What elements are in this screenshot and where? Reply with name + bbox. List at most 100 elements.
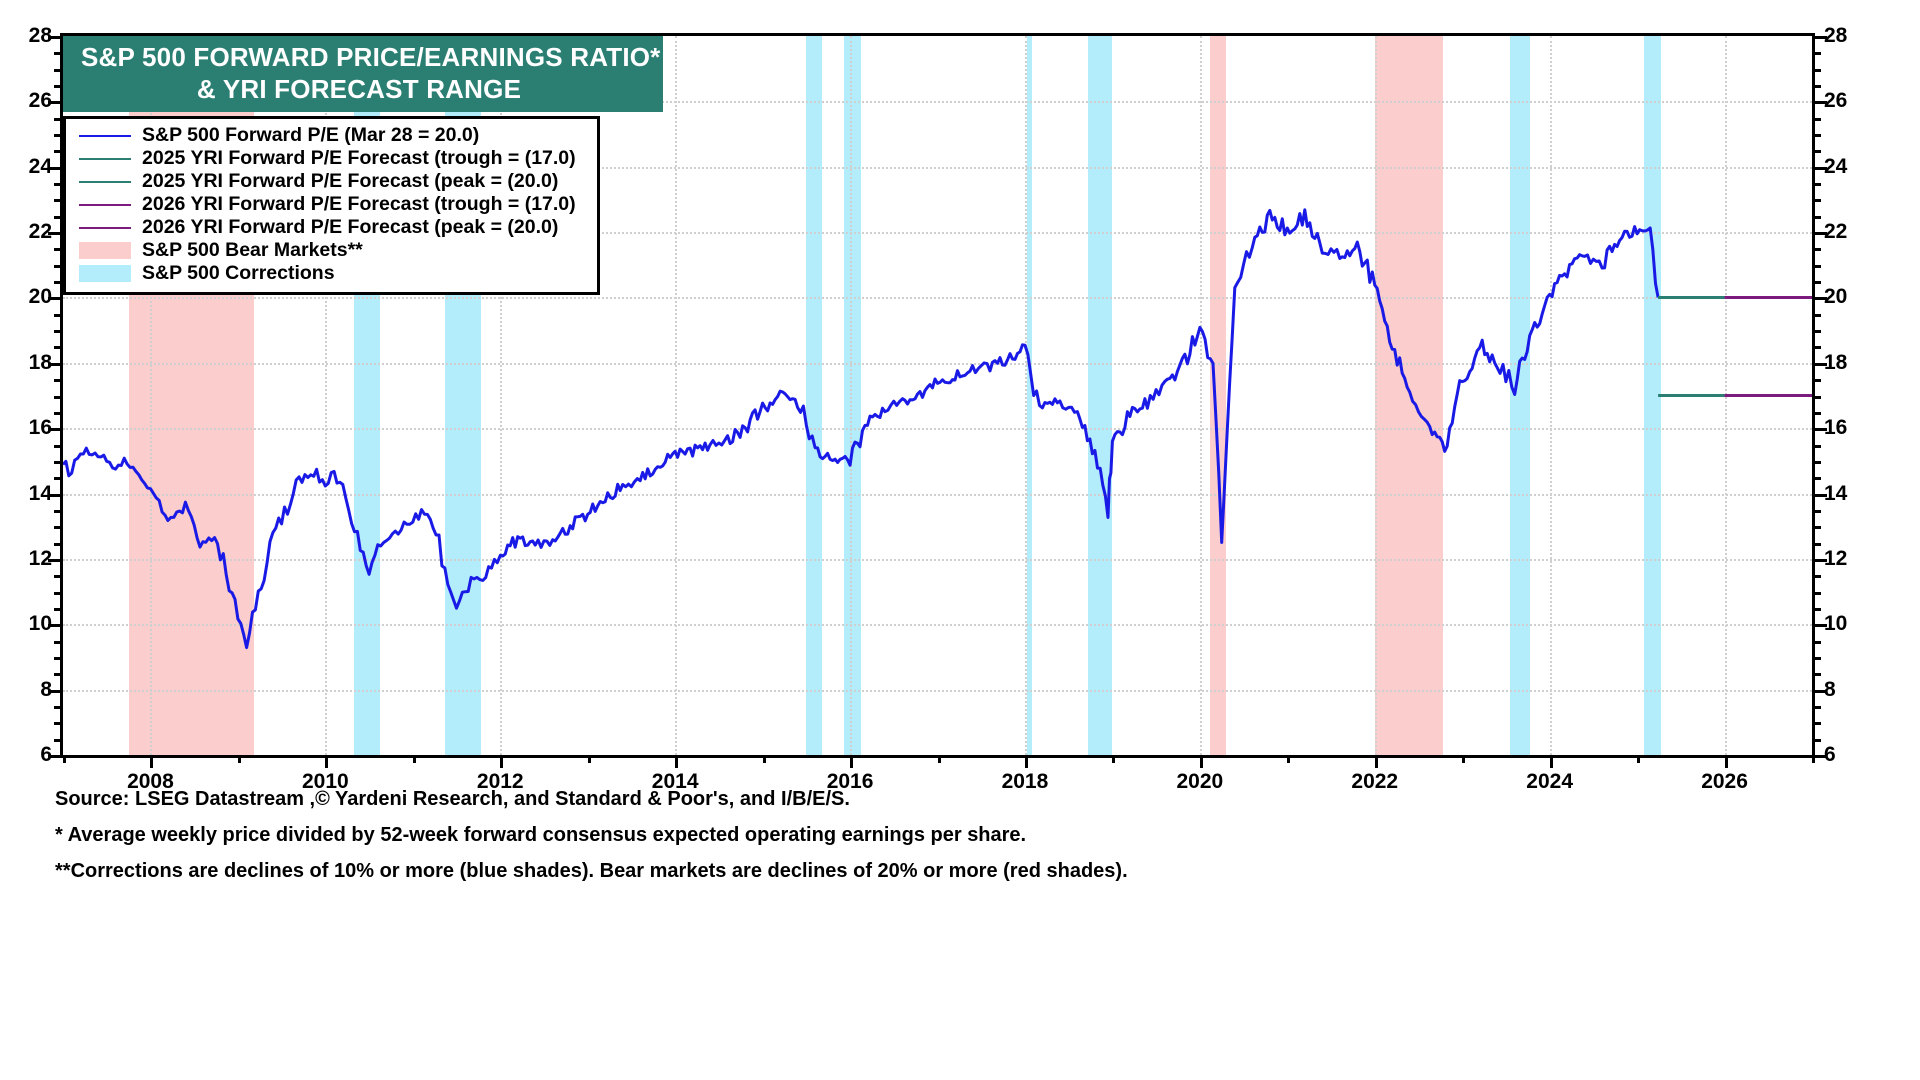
y-axis-minor-tick-right xyxy=(1812,722,1821,726)
x-axis-tick xyxy=(325,755,329,768)
y-axis-minor-tick-left xyxy=(54,248,63,252)
horizontal-gridline xyxy=(63,297,1812,300)
y-axis-minor-tick-right xyxy=(1812,591,1821,595)
horizontal-gridline xyxy=(63,558,1812,561)
y-axis-label-right: 20 xyxy=(1824,285,1848,309)
y-axis-minor-tick-left xyxy=(54,395,63,399)
chart-title-line1: S&P 500 FORWARD PRICE/EARNINGS RATIO* xyxy=(81,42,661,73)
y-axis-minor-tick-right xyxy=(1812,542,1821,546)
y-axis-minor-tick-right xyxy=(1812,640,1821,644)
horizontal-gridline xyxy=(63,101,1812,104)
vertical-gridline xyxy=(850,36,853,755)
y-axis-minor-tick-left xyxy=(54,591,63,595)
bear-market-band xyxy=(1374,36,1443,755)
correction-band xyxy=(1644,36,1661,755)
y-axis-label-right: 12 xyxy=(1824,546,1848,570)
y-axis-minor-tick-left xyxy=(54,509,63,513)
y-axis-tick-left xyxy=(48,558,63,562)
y-axis-minor-tick-left xyxy=(54,346,63,350)
y-axis-minor-tick-right xyxy=(1812,215,1821,219)
x-axis-tick xyxy=(675,755,679,768)
x-axis-tick xyxy=(1724,755,1728,768)
y-axis-label-right: 26 xyxy=(1824,89,1848,113)
y-axis-label-left: 16 xyxy=(28,416,52,440)
x-axis-minor-tick xyxy=(412,755,416,763)
y-axis-minor-tick-left xyxy=(54,379,63,383)
legend-key-5 xyxy=(76,226,134,229)
y-axis-label-left: 28 xyxy=(28,24,52,47)
y-axis-minor-tick-right xyxy=(1812,444,1821,448)
y-axis-minor-tick-right xyxy=(1812,656,1821,660)
y-axis-tick-right xyxy=(1812,232,1827,236)
x-axis-minor-tick xyxy=(1462,755,1466,763)
y-axis-label-left: 24 xyxy=(28,154,52,178)
y-axis-label-left: 14 xyxy=(28,481,52,505)
legend-key-2 xyxy=(76,157,134,160)
y-axis-minor-tick-right xyxy=(1812,183,1821,187)
legend-item-6: S&P 500 Bear Markets** xyxy=(66,239,597,262)
y-axis-minor-tick-right xyxy=(1812,411,1821,415)
y-axis-label-right: 22 xyxy=(1824,220,1848,244)
x-axis-minor-tick xyxy=(1287,755,1291,763)
vertical-gridline xyxy=(675,36,678,755)
x-axis-minor-tick xyxy=(63,755,66,763)
y-axis-minor-tick-right xyxy=(1812,52,1821,56)
y-axis-minor-tick-left xyxy=(54,281,63,285)
x-axis-label: 2010 xyxy=(301,770,349,793)
y-axis-tick-right xyxy=(1812,362,1827,366)
y-axis-minor-tick-left xyxy=(54,150,63,154)
horizontal-gridline xyxy=(63,166,1812,169)
y-axis-minor-tick-left xyxy=(54,705,63,709)
x-axis-tick xyxy=(1024,755,1028,768)
footnote-1: Source: LSEG Datastream ,© Yardeni Resea… xyxy=(55,788,850,810)
y-axis-minor-tick-right xyxy=(1812,134,1821,138)
x-axis-minor-tick xyxy=(1112,755,1116,763)
x-axis-label: 2022 xyxy=(1351,770,1399,793)
y-axis-minor-tick-left xyxy=(54,656,63,660)
y-axis-minor-tick-right xyxy=(1812,526,1821,530)
legend-item-label: S&P 500 Bear Markets** xyxy=(142,238,363,261)
y-axis-tick-right xyxy=(1812,558,1827,562)
y-axis-minor-tick-left xyxy=(54,640,63,644)
y-axis-minor-tick-right xyxy=(1812,330,1821,334)
x-axis-label: 2012 xyxy=(476,770,524,793)
y-axis-minor-tick-left xyxy=(54,526,63,530)
y-axis-minor-tick-left xyxy=(54,68,63,72)
y-axis-minor-tick-left xyxy=(54,738,63,742)
x-axis-tick xyxy=(850,755,854,768)
x-axis-tick xyxy=(1374,755,1378,768)
footnote-3: **Corrections are declines of 10% or mor… xyxy=(55,860,1128,882)
y-axis-minor-tick-left xyxy=(54,607,63,611)
legend-key-3 xyxy=(76,180,134,183)
x-axis-tick xyxy=(150,755,154,768)
y-axis-minor-tick-right xyxy=(1812,313,1821,317)
legend-key-4 xyxy=(76,203,134,206)
x-axis-label: 2024 xyxy=(1526,770,1573,793)
legend-line-icon xyxy=(79,226,131,229)
vertical-gridline xyxy=(325,36,328,755)
x-axis-minor-tick xyxy=(1812,755,1815,763)
y-axis-minor-tick-right xyxy=(1812,738,1821,742)
y-axis-minor-tick-right xyxy=(1812,85,1821,89)
sp500-forward-pe-line xyxy=(63,210,1658,648)
x-axis-tick xyxy=(1549,755,1553,768)
y-axis-label-right: 8 xyxy=(1824,677,1836,701)
legend-item-label: S&P 500 Forward P/E (Mar 28 = 20.0) xyxy=(142,123,480,146)
legend-item-5: 2026 YRI Forward P/E Forecast (peak = (2… xyxy=(66,216,597,239)
y-axis-minor-tick-left xyxy=(54,117,63,121)
x-axis-label: 2014 xyxy=(651,770,699,793)
y-axis-minor-tick-right xyxy=(1812,575,1821,579)
vertical-gridline xyxy=(1374,36,1377,755)
horizontal-gridline xyxy=(63,362,1812,365)
x-axis-minor-tick xyxy=(587,755,591,763)
y-axis-label-right: 24 xyxy=(1824,154,1848,178)
y-axis-label-left: 8 xyxy=(40,677,52,701)
series-svg xyxy=(63,36,1812,755)
y-axis-label-right: 18 xyxy=(1824,350,1848,374)
legend-line-icon xyxy=(79,157,131,160)
y-axis-minor-tick-right xyxy=(1812,199,1821,203)
x-axis-minor-tick xyxy=(1637,755,1641,763)
legend-item-label: 2026 YRI Forward P/E Forecast (trough = … xyxy=(142,192,576,215)
x-axis-label: 2018 xyxy=(1001,770,1049,793)
y-axis-tick-left xyxy=(48,493,63,497)
